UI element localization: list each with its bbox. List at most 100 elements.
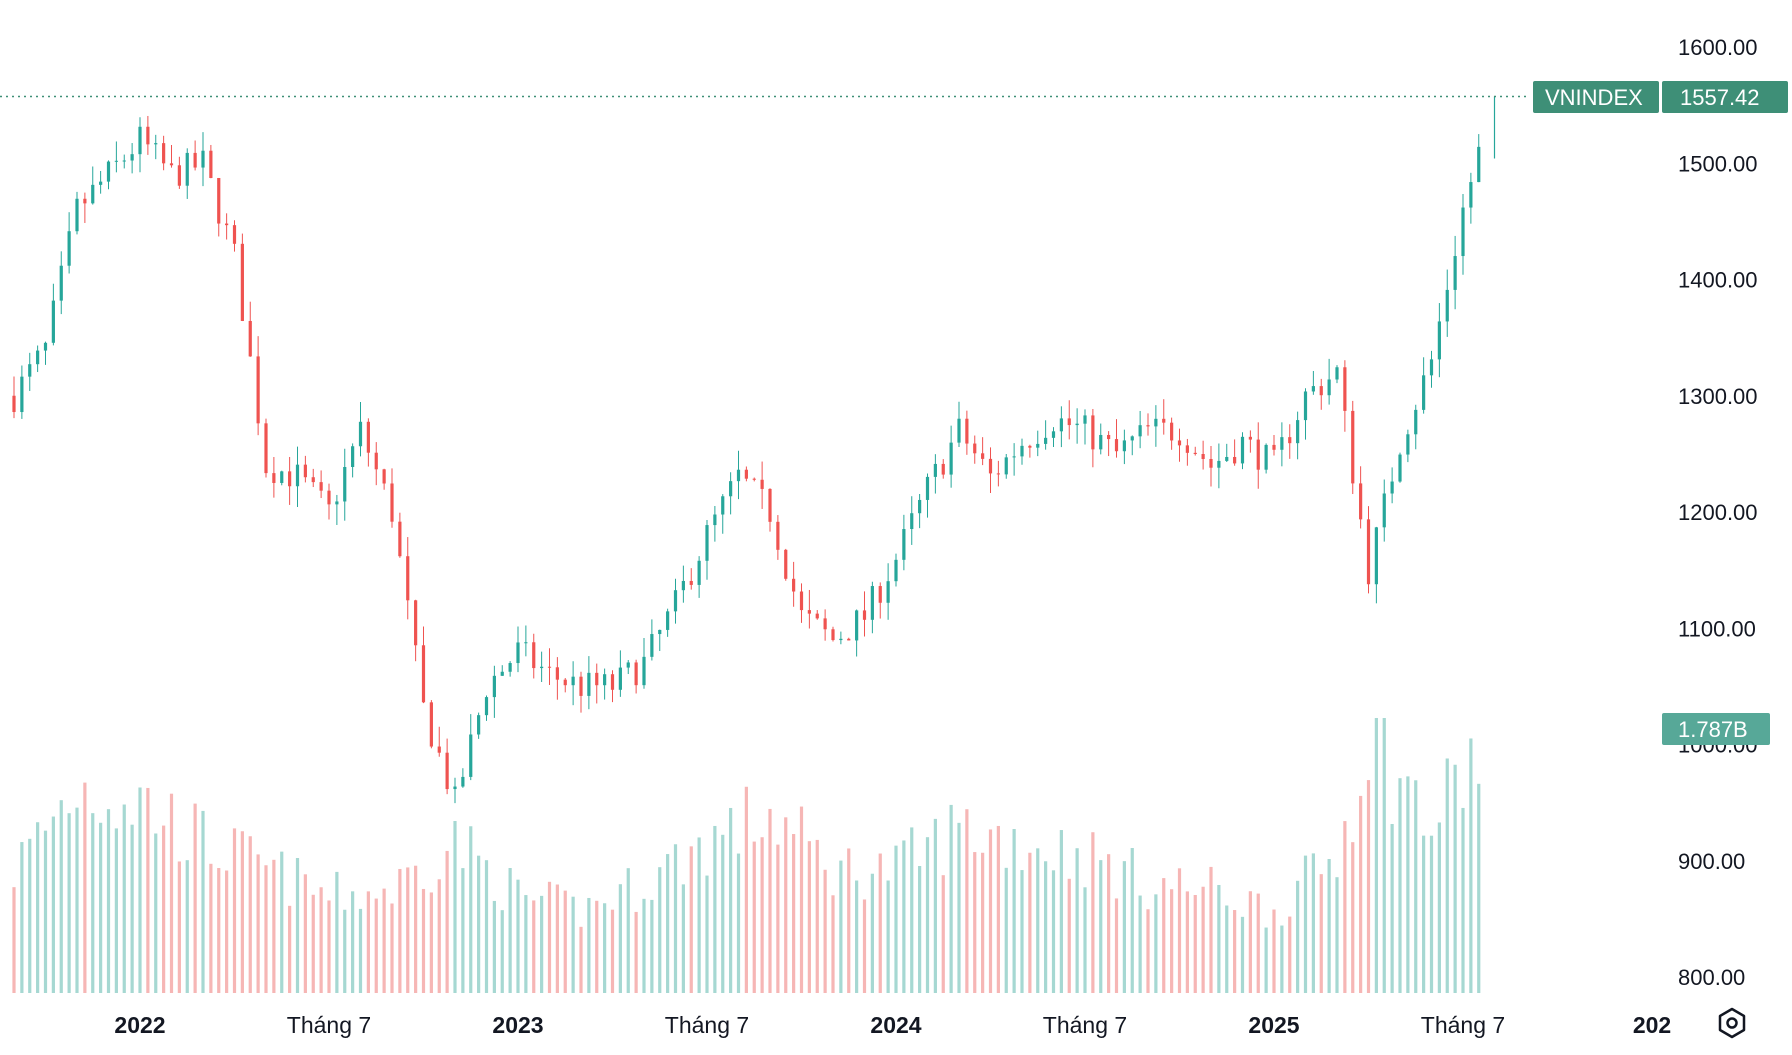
candle-body [870, 586, 874, 620]
candle-body [1248, 436, 1252, 440]
candle-body [855, 610, 859, 641]
candle-body [1059, 418, 1063, 432]
candle-body [532, 642, 536, 669]
candle-body [1288, 437, 1292, 444]
candle-body [996, 473, 1000, 475]
candle-body [138, 126, 142, 155]
volume-bar [1075, 848, 1079, 993]
volume-bar [1398, 778, 1402, 993]
candle-body [398, 521, 402, 557]
volume-bar [343, 909, 347, 993]
candle-body [358, 421, 363, 447]
volume-bar [1477, 783, 1481, 993]
candle-body [366, 421, 370, 453]
volume-tag-bg [1662, 713, 1770, 745]
candle-body [1075, 423, 1079, 426]
volume-bar [902, 840, 906, 993]
volume-bar [36, 822, 40, 993]
volume-bar [311, 894, 315, 993]
price-axis[interactable]: 1600.00 1500.00 1400.00 1300.00 1200.00 1100.… [1678, 35, 1758, 990]
volume-bar [12, 887, 16, 993]
settings-button[interactable] [1714, 1005, 1750, 1041]
volume-bar [1225, 905, 1229, 993]
volume-bar [689, 846, 693, 993]
candle-body [925, 476, 930, 500]
candle-body [272, 473, 276, 483]
volume-bar [1233, 910, 1237, 993]
volume-bar [1028, 852, 1032, 993]
volume-bar [453, 821, 457, 993]
volume-bar [1122, 861, 1126, 993]
candle-body [1296, 420, 1300, 444]
candle-body [1335, 367, 1339, 380]
volume-bar [1004, 867, 1008, 993]
volume-bar [445, 850, 449, 993]
volume-bar [67, 813, 71, 993]
volume-bar [744, 786, 748, 993]
volume-bar [1091, 832, 1095, 993]
candle-body [492, 675, 496, 698]
volume-bar [610, 909, 615, 993]
candle-body [1107, 434, 1111, 440]
volume-bar [965, 809, 969, 993]
volume-bar [626, 868, 630, 993]
volume-bar [1374, 718, 1378, 993]
volume-bar [524, 895, 528, 993]
candle-body [910, 513, 914, 530]
volume-bar [1114, 898, 1119, 993]
volume-bar [500, 910, 504, 993]
candle-body [1138, 425, 1142, 437]
candle-body [886, 581, 890, 603]
candle-body [658, 629, 662, 635]
volume-bar [1311, 853, 1315, 993]
candle-body [185, 152, 189, 186]
volume-bar [1453, 764, 1457, 993]
volume-bar [697, 837, 701, 993]
volume-bar [1422, 835, 1426, 993]
candle-body [295, 464, 300, 487]
volume-bar [1366, 780, 1371, 993]
candle-body [973, 443, 977, 454]
volume-bar [886, 880, 890, 993]
volume-bar [603, 903, 607, 993]
candle-body [626, 662, 630, 668]
volume-bar [736, 853, 741, 993]
volume-bar [201, 810, 205, 993]
volume-bar [398, 868, 402, 993]
volume-bar [138, 787, 142, 993]
candle-body [799, 591, 804, 611]
volume-bar [870, 873, 874, 993]
y-tick-label: 1100.00 [1678, 616, 1756, 641]
volume-bar [327, 900, 331, 993]
candle-body [1327, 379, 1331, 396]
volume-bar [51, 816, 55, 993]
volume-bar [1240, 916, 1245, 993]
candle-body [1209, 458, 1213, 468]
candle-body [555, 667, 559, 680]
candle-body [67, 231, 71, 266]
volume-bar [130, 824, 134, 993]
candle-body [20, 376, 24, 413]
volume-bar [280, 851, 284, 993]
candle-body [579, 676, 583, 696]
candle-body [406, 556, 410, 601]
time-axis[interactable]: 2022 Tháng 7 2023 Tháng 7 2024 Tháng 7 2025 Thá… [114, 1012, 1671, 1038]
candle-body [28, 364, 32, 377]
candle-body [957, 418, 961, 443]
candle-body [374, 452, 378, 470]
volume-bar [1256, 893, 1260, 993]
candle-body [43, 342, 48, 351]
candle-body [1477, 146, 1481, 183]
candle-body [91, 184, 95, 204]
candle-body [1091, 415, 1095, 450]
candle-body [666, 611, 670, 630]
candle-body [1020, 445, 1024, 457]
volume-bar [1414, 780, 1418, 993]
volume-bar [973, 852, 977, 993]
volume-bar [705, 875, 709, 993]
candle-body [201, 150, 205, 168]
volume-bar [910, 827, 914, 993]
candle-body [595, 672, 599, 686]
